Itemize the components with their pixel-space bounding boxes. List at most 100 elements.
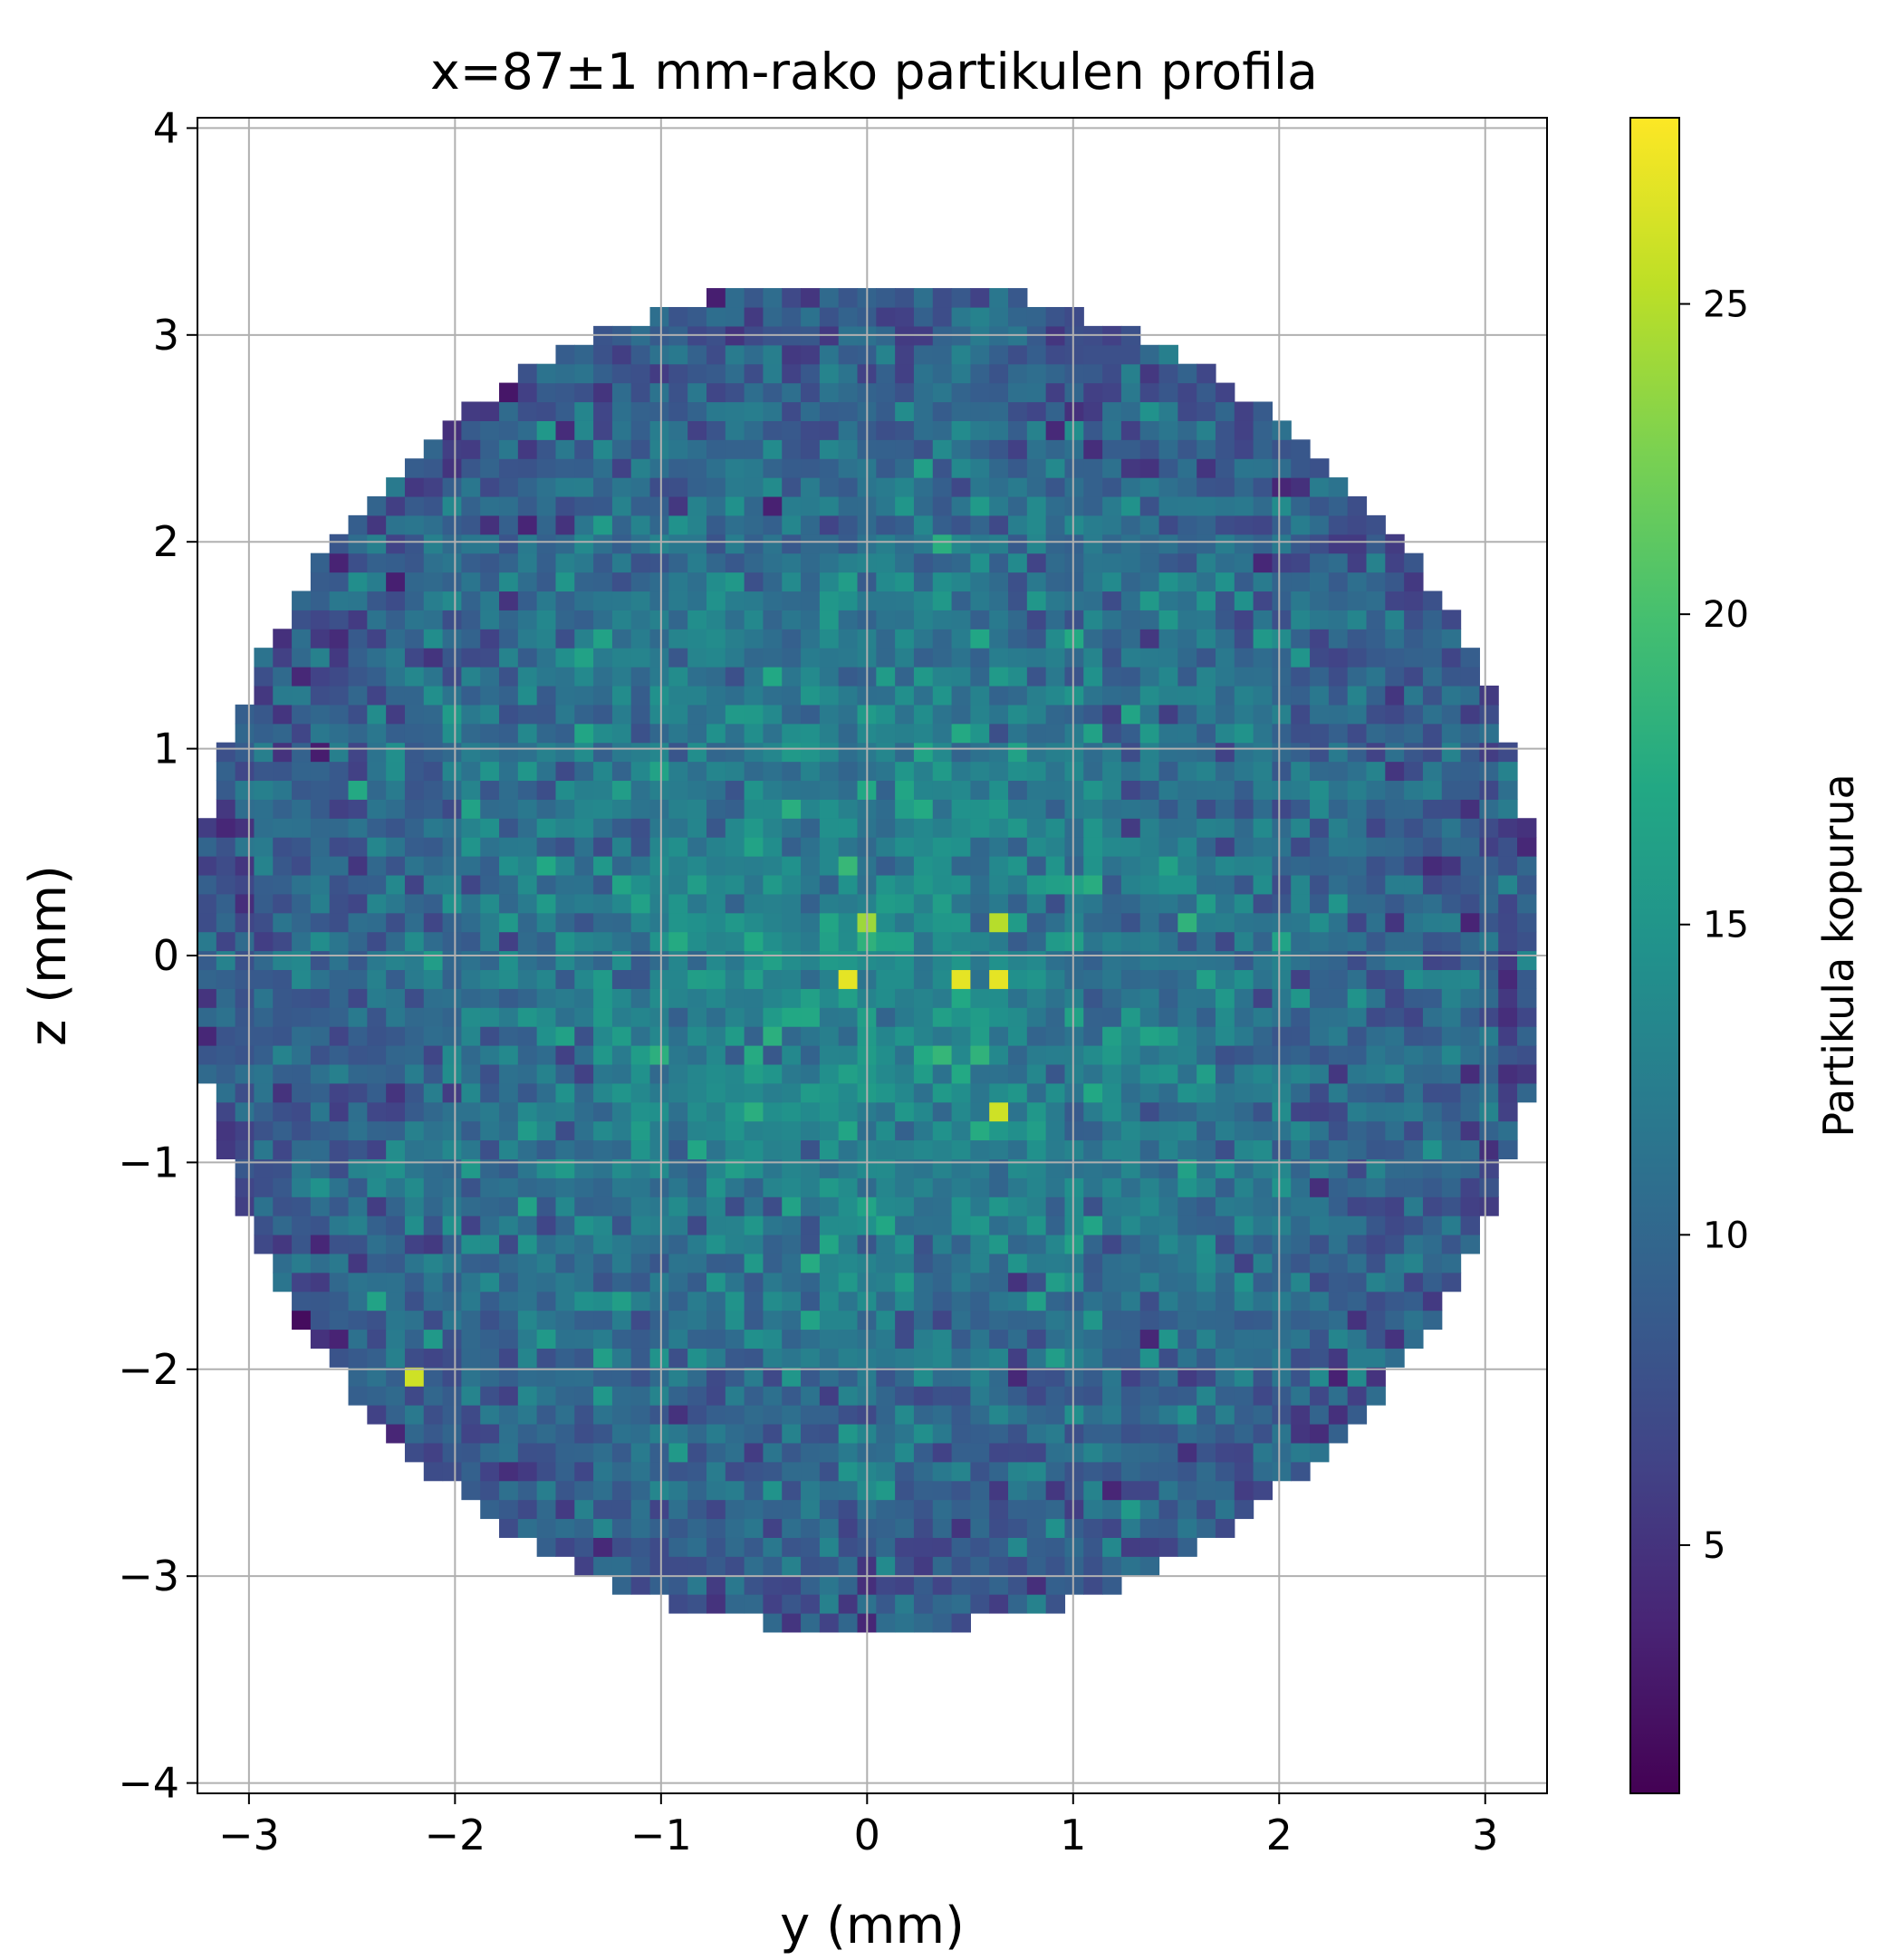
heatmap-cell <box>1215 648 1235 668</box>
heatmap-cell <box>1272 552 1292 573</box>
heatmap-cell <box>423 1272 444 1292</box>
heatmap-cell <box>329 610 350 629</box>
heatmap-cell <box>461 912 481 933</box>
heatmap-cell <box>1083 1139 1103 1159</box>
heatmap-cell <box>348 610 368 629</box>
heatmap-cell <box>1197 1063 1216 1084</box>
heatmap-cell <box>1347 837 1368 857</box>
heatmap-cell <box>1102 1120 1122 1141</box>
heatmap-cell <box>782 969 802 989</box>
heatmap-cell <box>348 1007 368 1027</box>
heatmap-cell <box>744 1423 764 1444</box>
heatmap-cell <box>1197 874 1216 895</box>
heatmap-cell <box>989 610 1009 629</box>
heatmap-cell <box>838 1120 859 1141</box>
heatmap-cell <box>1139 591 1160 610</box>
heatmap-cell <box>819 514 840 535</box>
heatmap-cell <box>763 761 783 782</box>
heatmap-cell <box>1422 629 1443 649</box>
heatmap-cell <box>461 761 481 782</box>
heatmap-cell <box>1197 1177 1216 1197</box>
heatmap-cell <box>687 648 707 668</box>
heatmap-cell <box>517 1026 538 1046</box>
heatmap-cell <box>1272 1367 1292 1387</box>
heatmap-cell <box>461 856 481 876</box>
heatmap-cell <box>292 1026 312 1046</box>
heatmap-cell <box>593 1026 613 1046</box>
heatmap-cell <box>725 1082 745 1103</box>
heatmap-cell <box>668 629 688 649</box>
heatmap-cell <box>649 552 669 573</box>
heatmap-cell <box>1197 818 1216 838</box>
heatmap-cell <box>1347 818 1368 838</box>
heatmap-cell <box>1158 723 1178 744</box>
heatmap-cell <box>1441 629 1462 649</box>
heatmap-cell <box>292 837 312 857</box>
heatmap-cell <box>1422 685 1443 706</box>
heatmap-cell <box>838 723 859 744</box>
heatmap-cell <box>989 1196 1009 1216</box>
heatmap-cell <box>536 458 557 478</box>
heatmap-cell <box>1460 742 1480 763</box>
heatmap-cell <box>499 610 519 629</box>
heatmap-cell <box>1366 648 1386 668</box>
heatmap-cell <box>480 1234 500 1254</box>
heatmap-cell <box>1291 439 1311 459</box>
heatmap-cell <box>932 1329 953 1349</box>
heatmap-cell <box>1310 1405 1330 1425</box>
heatmap-cell <box>763 439 783 459</box>
heatmap-cell <box>1234 1234 1254 1254</box>
heatmap-cell <box>310 837 331 857</box>
heatmap-cell <box>913 761 934 782</box>
heatmap-cell <box>1291 1405 1311 1425</box>
heatmap-cell <box>1272 1139 1292 1159</box>
heatmap-cell <box>913 1480 934 1501</box>
heatmap-cell <box>819 1594 840 1614</box>
heatmap-cell <box>1139 1177 1160 1197</box>
heatmap-cell <box>273 874 293 895</box>
heatmap-cell <box>1083 1272 1103 1292</box>
heatmap-cell <box>197 837 217 857</box>
heatmap-cell <box>668 1310 688 1331</box>
heatmap-cell <box>1291 1026 1311 1046</box>
heatmap-cell <box>706 1537 726 1557</box>
heatmap-cell <box>1120 742 1141 763</box>
heatmap-cell <box>895 1158 915 1178</box>
heatmap-cell <box>423 495 444 516</box>
heatmap-cell <box>1422 1253 1443 1273</box>
heatmap-cell <box>763 1367 783 1387</box>
heatmap-cell <box>292 591 312 610</box>
heatmap-cell <box>1177 1499 1197 1520</box>
heatmap-cell <box>1272 1386 1292 1406</box>
heatmap-cell <box>386 856 406 876</box>
heatmap-cell <box>574 1442 594 1463</box>
heatmap-cell <box>763 818 783 838</box>
heatmap-cell <box>461 1386 481 1406</box>
heatmap-cell <box>668 1063 688 1084</box>
heatmap-cell <box>1422 1063 1443 1084</box>
heatmap-cell <box>687 742 707 763</box>
heatmap-cell <box>782 1026 802 1046</box>
heatmap-cell <box>649 1480 669 1501</box>
heatmap-cell <box>951 893 971 914</box>
heatmap-cell <box>782 1423 802 1444</box>
heatmap-cell <box>932 1253 953 1273</box>
heatmap-cell <box>1253 818 1273 838</box>
heatmap-cell <box>838 1310 859 1331</box>
heatmap-cell <box>630 533 651 554</box>
heatmap-cell <box>1234 1196 1254 1216</box>
heatmap-cell <box>1328 912 1349 933</box>
heatmap-cell <box>1045 1405 1066 1425</box>
heatmap-cell <box>329 591 350 610</box>
heatmap-cell <box>1498 931 1518 952</box>
heatmap-cell <box>1064 856 1084 876</box>
heatmap-cell <box>913 685 934 706</box>
heatmap-cell <box>611 856 632 876</box>
heatmap-cell <box>1045 552 1066 573</box>
heatmap-cell <box>970 552 990 573</box>
heatmap-cell <box>763 1310 783 1331</box>
heatmap-cell <box>725 969 745 989</box>
heatmap-cell <box>1253 1215 1273 1235</box>
heatmap-cell <box>687 420 707 440</box>
heatmap-cell <box>706 1291 726 1311</box>
